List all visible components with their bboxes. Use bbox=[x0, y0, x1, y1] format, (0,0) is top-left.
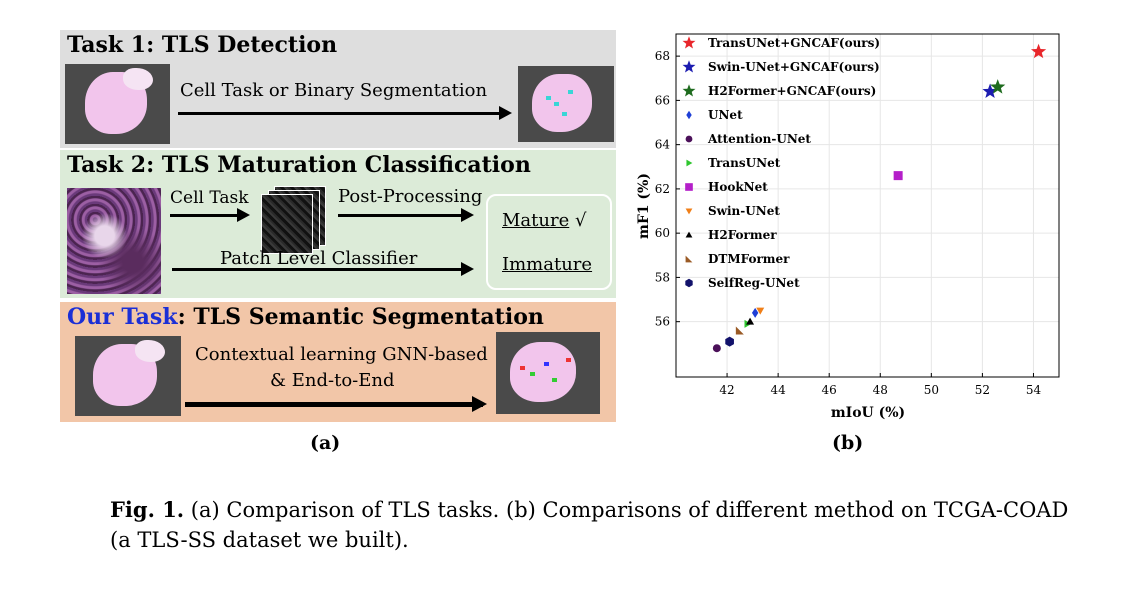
point-attention-unet bbox=[712, 344, 721, 353]
legend-label-attention-unet: Attention-UNet bbox=[707, 132, 811, 146]
task3-line1: Contextual learning GNN-based bbox=[195, 344, 488, 365]
y-axis-label: mF1 (%) bbox=[636, 173, 652, 239]
cell-task-label: Cell Task bbox=[170, 188, 249, 208]
task1-title: Task 1: TLS Detection bbox=[67, 32, 338, 58]
patch-level-arrow bbox=[172, 262, 474, 276]
x-tick-label: 48 bbox=[873, 383, 888, 397]
cell-task-arrow bbox=[170, 208, 250, 222]
legend-label-swin-unet: Swin-UNet bbox=[708, 204, 780, 218]
post-processing-label: Post-Processing bbox=[338, 186, 483, 207]
legend-label-h2former-gncaf-ours: H2Former+GNCAF(ours) bbox=[708, 84, 876, 98]
x-tick-label: 54 bbox=[1026, 383, 1042, 397]
cell-map-stack-image-1 bbox=[261, 194, 313, 254]
figure-caption-label: Fig. 1. bbox=[110, 497, 185, 522]
legend-marker-dtmformer bbox=[685, 255, 693, 263]
legend-marker-swin-unet bbox=[685, 208, 693, 215]
point-transunet-gncaf-ours bbox=[1030, 43, 1047, 59]
legend-marker-attention-unet bbox=[685, 135, 693, 143]
legend-label-hooknet: HookNet bbox=[708, 180, 768, 194]
post-processing-arrow bbox=[338, 208, 474, 222]
task1-panel: Task 1: TLS Detection Cell Task or Binar… bbox=[60, 30, 616, 148]
point-unet bbox=[751, 307, 759, 318]
point-h2former bbox=[746, 317, 755, 325]
patch-level-classifier-label: Patch Level Classifier bbox=[220, 248, 418, 269]
y-tick-label: 60 bbox=[655, 226, 670, 240]
task1-arrow bbox=[178, 106, 512, 120]
our-task-highlight: Our Task bbox=[67, 304, 178, 330]
maturity-result-box: Mature √ Immature bbox=[486, 194, 612, 290]
plot-area-frame bbox=[675, 33, 1060, 378]
task3-title: Our Task: TLS Semantic Segmentation bbox=[67, 304, 544, 330]
mature-check-icon: √ bbox=[574, 210, 587, 231]
wsi-thumbnail-segmentation bbox=[496, 332, 600, 414]
task2-title: Task 2: TLS Maturation Classification bbox=[67, 152, 531, 178]
y-tick-label: 68 bbox=[655, 49, 670, 63]
point-swin-unet bbox=[756, 307, 765, 315]
caption-b: (b) bbox=[832, 432, 864, 454]
histology-patch-image bbox=[67, 188, 161, 294]
task3-panel: Our Task: TLS Semantic Segmentation Cont… bbox=[60, 302, 616, 422]
legend-marker-transunet-gncaf-ours bbox=[682, 36, 696, 49]
legend-marker-hooknet bbox=[685, 183, 693, 191]
x-tick-label: 42 bbox=[719, 383, 734, 397]
legend-marker-swin-unet-gncaf-ours bbox=[682, 60, 696, 73]
point-selfreg-unet bbox=[725, 336, 734, 347]
legend-label-transunet-gncaf-ours: TransUNet+GNCAF(ours) bbox=[708, 36, 880, 50]
wsi-thumbnail-input-2 bbox=[75, 336, 181, 416]
axis-ticks: 42 44 46 48 50 52 54 56 58 60 62 64 66 68 bbox=[655, 49, 1042, 397]
legend-label-h2former: H2Former bbox=[708, 228, 777, 242]
y-tick-label: 56 bbox=[655, 315, 670, 329]
legend-marker-selfreg-unet bbox=[685, 278, 693, 288]
x-tick-label: 46 bbox=[822, 383, 837, 397]
data-points bbox=[712, 43, 1047, 353]
x-axis-label: mIoU (%) bbox=[831, 405, 905, 421]
legend-label-unet: UNet bbox=[708, 108, 743, 122]
task2-panel: Task 2: TLS Maturation Classification Ce… bbox=[60, 150, 616, 298]
figure-caption-text: (a) Comparison of TLS tasks. (b) Compari… bbox=[110, 498, 1069, 552]
task3-line2: & End-to-End bbox=[270, 370, 395, 391]
wsi-thumbnail-detection bbox=[518, 66, 614, 142]
scatter-chart: 42 44 46 48 50 52 54 56 58 60 62 64 66 68 TransUNet+G… bbox=[636, 33, 1060, 421]
legend-marker-transunet bbox=[686, 159, 693, 167]
legend-marker-h2former bbox=[685, 231, 693, 238]
legend-label-swin-unet-gncaf-ours: Swin-UNet+GNCAF(ours) bbox=[708, 60, 880, 74]
legend-marker-unet bbox=[686, 110, 692, 120]
wsi-thumbnail-input bbox=[65, 64, 170, 144]
legend-marker-h2former-gncaf-ours bbox=[682, 84, 696, 97]
immature-label: Immature bbox=[502, 254, 593, 275]
point-dtmformer bbox=[735, 326, 744, 335]
figure-caption: Fig. 1. (a) Comparison of TLS tasks. (b)… bbox=[110, 495, 1070, 555]
x-tick-label: 44 bbox=[770, 383, 786, 397]
caption-a: (a) bbox=[310, 432, 341, 454]
point-hooknet bbox=[893, 171, 903, 181]
y-tick-label: 62 bbox=[655, 182, 670, 196]
legend-label-dtmformer: DTMFormer bbox=[708, 252, 790, 266]
chart-grid bbox=[676, 34, 1059, 377]
y-tick-label: 66 bbox=[655, 93, 670, 107]
y-tick-label: 58 bbox=[655, 270, 670, 284]
mature-label: Mature bbox=[502, 210, 570, 231]
task3-arrow bbox=[185, 396, 487, 412]
y-tick-label: 64 bbox=[655, 138, 671, 152]
legend-label-selfreg-unet: SelfReg-UNet bbox=[708, 276, 800, 290]
legend-label-transunet: TransUNet bbox=[708, 156, 781, 170]
task1-arrow-label: Cell Task or Binary Segmentation bbox=[180, 80, 488, 101]
x-tick-label: 50 bbox=[924, 383, 939, 397]
x-tick-label: 52 bbox=[975, 383, 990, 397]
task3-title-rest: : TLS Semantic Segmentation bbox=[177, 304, 544, 330]
point-swin-unet-gncaf-ours bbox=[982, 83, 998, 99]
legend: TransUNet+GNCAF(ours) Swin-UNet+GNCAF(our… bbox=[682, 36, 880, 290]
point-h2former-gncaf-ours bbox=[990, 79, 1006, 94]
